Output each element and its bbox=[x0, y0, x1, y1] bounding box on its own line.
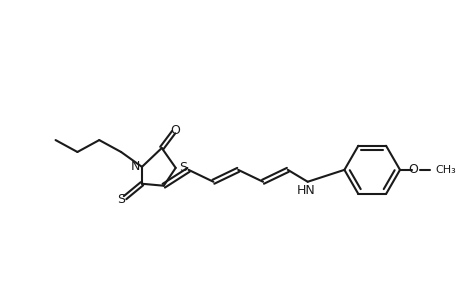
Text: S: S bbox=[179, 161, 187, 174]
Text: CH₃: CH₃ bbox=[435, 165, 455, 175]
Text: S: S bbox=[117, 193, 125, 206]
Text: O: O bbox=[407, 164, 417, 176]
Text: HN: HN bbox=[296, 184, 314, 197]
Text: O: O bbox=[170, 124, 180, 136]
Text: N: N bbox=[130, 160, 140, 173]
